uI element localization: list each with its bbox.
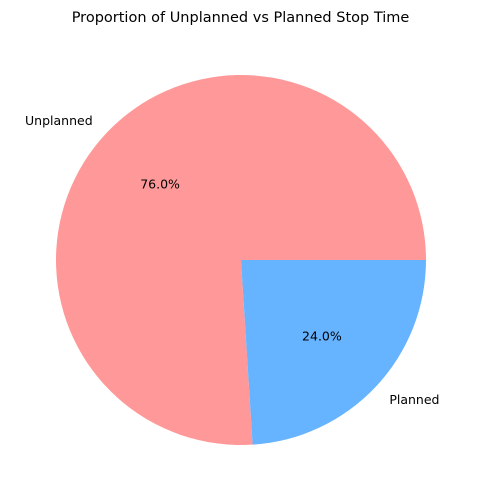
pie-slices bbox=[55, 74, 426, 446]
percent-label-planned: 24.0% bbox=[302, 328, 342, 343]
category-label-planned: Planned bbox=[389, 392, 439, 407]
pie-labels: Unplanned 76.0% Planned 24.0% bbox=[25, 113, 439, 407]
percent-label-unplanned: 76.0% bbox=[140, 177, 180, 192]
pie-slice-unplanned bbox=[55, 74, 426, 446]
chart-title: Proportion of Unplanned vs Planned Stop … bbox=[72, 10, 410, 26]
pie-slice-planned bbox=[241, 260, 426, 445]
category-label-unplanned: Unplanned bbox=[25, 113, 93, 128]
